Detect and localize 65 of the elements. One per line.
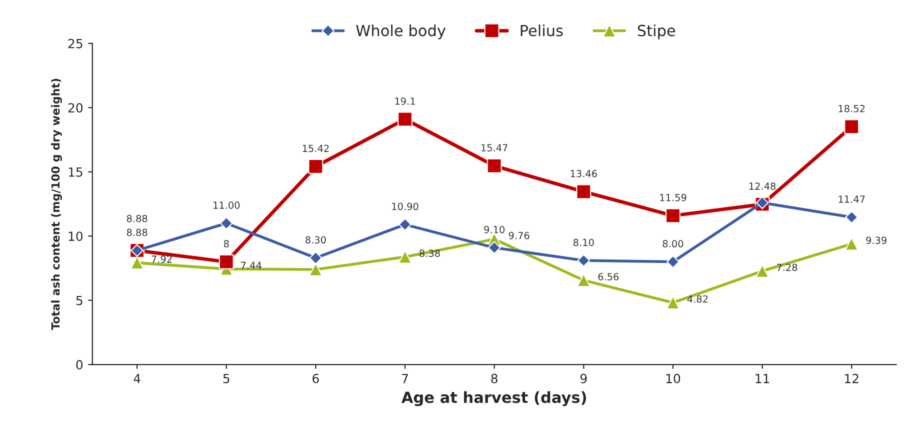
x-tick-label: 8 xyxy=(491,374,498,384)
point xyxy=(130,256,144,270)
data-label: 15.47 xyxy=(481,144,508,152)
data-label: 9.76 xyxy=(508,232,530,240)
point xyxy=(398,218,412,231)
data-label: 6.56 xyxy=(598,272,619,280)
x-axis-title: Age at harvest (days) xyxy=(401,391,586,406)
y-tick-label: 10 xyxy=(68,232,83,242)
point xyxy=(488,241,501,254)
y-axis-title: Total ash content (mg/100 g dry weight) xyxy=(51,78,62,330)
y-tick-label: 5 xyxy=(76,296,82,306)
x-tick-label: 9 xyxy=(580,374,587,384)
x-tick-label: 4 xyxy=(134,374,140,384)
point xyxy=(220,216,233,230)
point xyxy=(308,159,324,174)
point xyxy=(666,296,680,310)
data-label: 15.42 xyxy=(302,144,329,152)
point xyxy=(309,252,322,264)
point xyxy=(577,254,590,267)
x-tick-label: 5 xyxy=(223,374,230,384)
legend-label: Whole body xyxy=(356,24,446,40)
data-label: 11.00 xyxy=(214,202,240,209)
data-label: 7.44 xyxy=(241,262,262,269)
point xyxy=(486,158,502,174)
x-tick-label: 7 xyxy=(402,374,408,384)
data-label: 8 xyxy=(224,240,229,248)
point xyxy=(844,119,860,134)
point xyxy=(666,255,680,268)
data-label: 18.52 xyxy=(838,104,865,112)
point xyxy=(576,184,592,200)
data-label: 8.30 xyxy=(306,236,326,244)
data-label: 11.59 xyxy=(660,194,686,202)
x-tick-label: 6 xyxy=(312,374,319,384)
y-tick-label: 20 xyxy=(68,103,83,113)
y-tick-label: 0 xyxy=(76,360,83,370)
data-label: 8.00 xyxy=(662,240,684,248)
data-label: 9.39 xyxy=(866,236,886,244)
x-tick-label: 10 xyxy=(666,374,680,384)
data-label: 4.82 xyxy=(687,295,708,303)
point xyxy=(218,254,234,270)
legend-label: Pelius xyxy=(520,24,563,36)
data-label: 7.92 xyxy=(152,256,172,263)
point xyxy=(398,112,412,127)
data-label: 7.28 xyxy=(776,264,798,272)
data-label: 9.10 xyxy=(484,226,505,234)
y-tick-label: 15 xyxy=(68,168,82,177)
legend-label: Stipe xyxy=(638,24,676,40)
data-label: 19.1 xyxy=(395,97,415,105)
data-label: 10.90 xyxy=(392,202,418,210)
point xyxy=(756,264,770,278)
point xyxy=(398,250,412,264)
point xyxy=(666,208,680,224)
data-label: 12.48 xyxy=(749,182,776,190)
point xyxy=(576,274,590,288)
x-tick-label: 11 xyxy=(756,374,770,384)
data-label: 13.46 xyxy=(570,170,597,178)
data-label: 11.47 xyxy=(838,196,865,203)
point xyxy=(308,262,322,276)
data-label: 8.10 xyxy=(573,238,594,246)
x-tick-label: 12 xyxy=(845,374,858,384)
y-tick-label: 25 xyxy=(68,38,82,48)
point xyxy=(845,210,858,224)
point xyxy=(844,237,858,251)
data-label: 8.88 xyxy=(126,214,148,222)
data-label: 8.88 xyxy=(126,228,148,236)
